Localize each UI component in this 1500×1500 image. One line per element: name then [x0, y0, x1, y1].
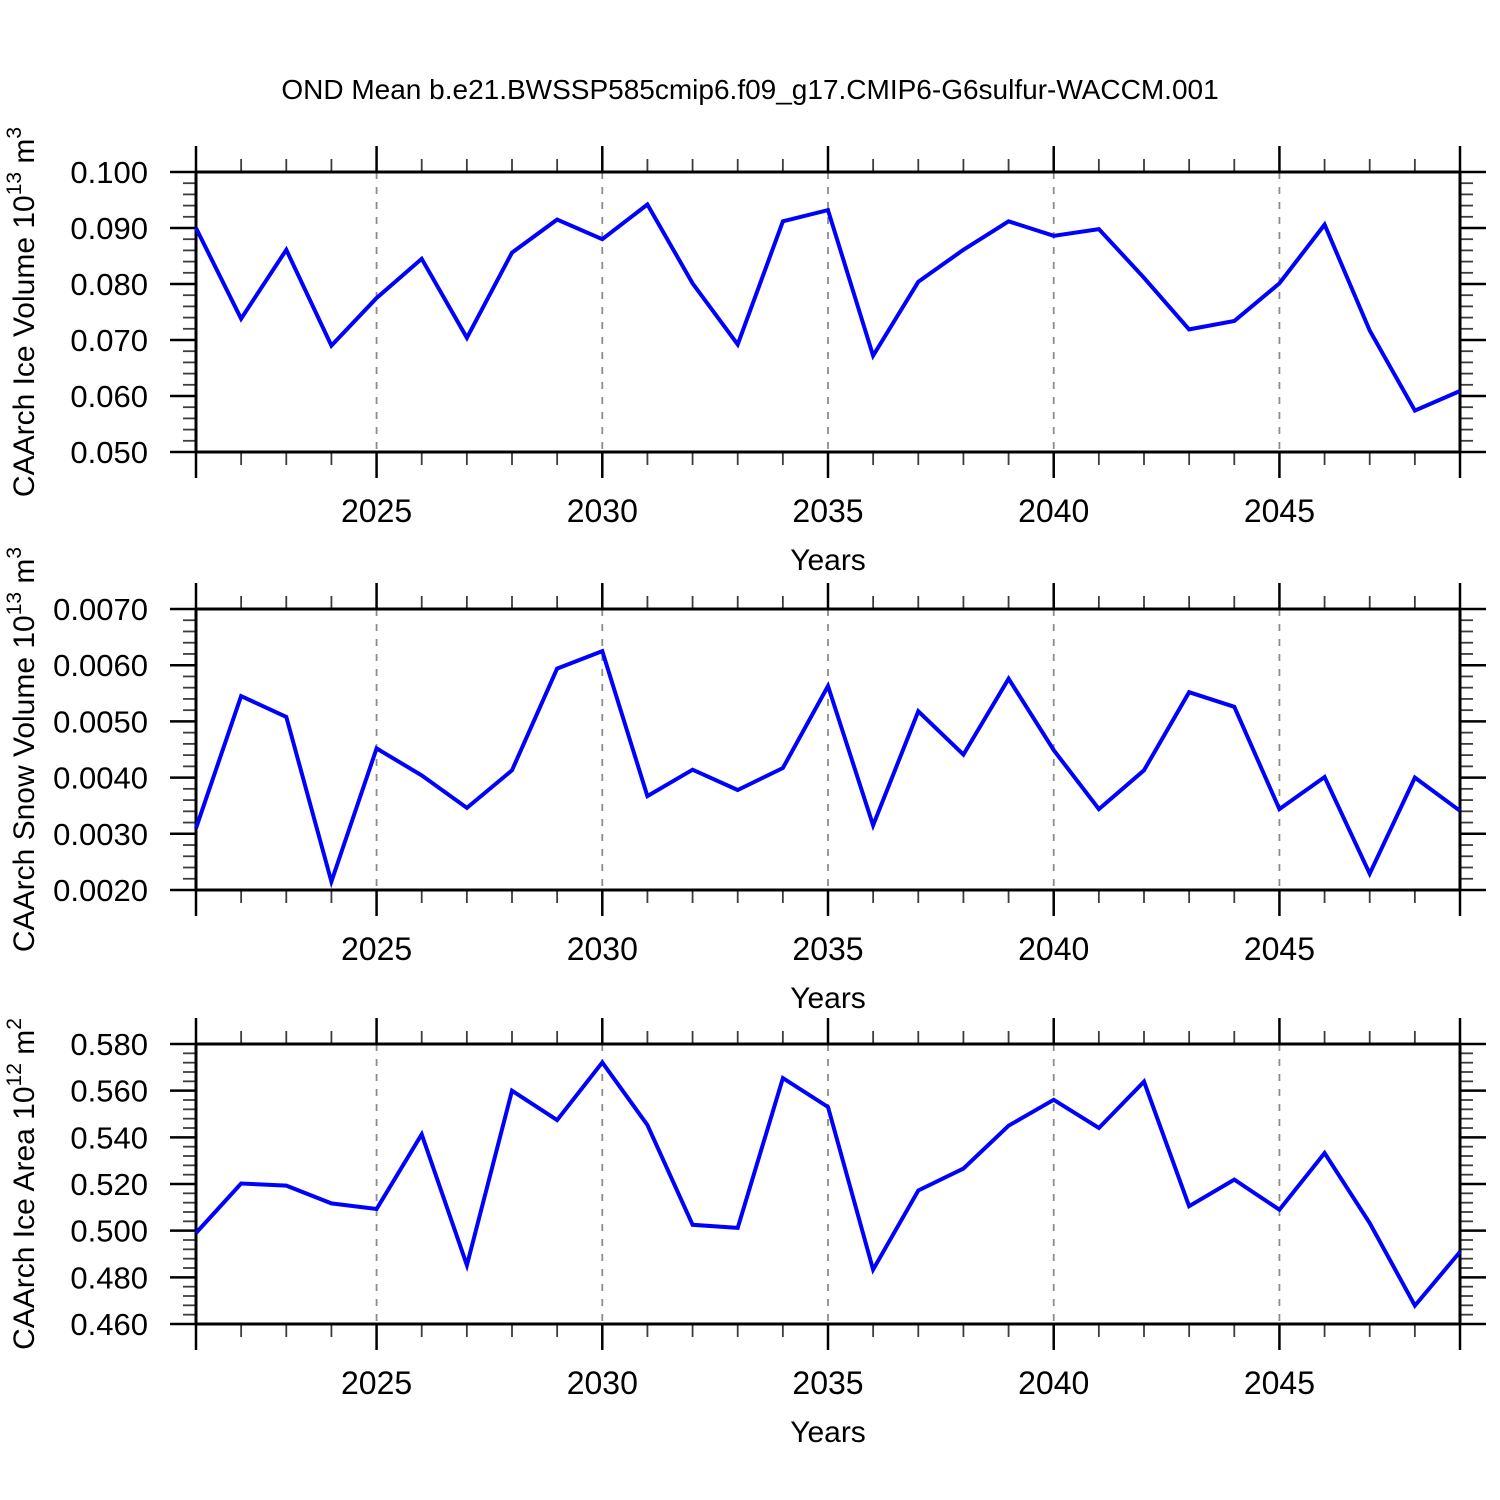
x-tick-label: 2035 — [792, 931, 863, 967]
x-tick-label: 2025 — [341, 931, 412, 967]
x-tick-label: 2040 — [1018, 493, 1089, 529]
snow-volume-x-axis-title: Years — [790, 982, 866, 1015]
snow-volume-y-axis-title: CAArch Snow Volume 1013 m3 — [3, 547, 41, 952]
y-tick-label: 0.580 — [70, 1027, 148, 1062]
ice-area-y-tick-labels: 0.460 0.480 0.500 0.520 0.540 0.560 0.580 — [70, 1027, 148, 1342]
y-tick-label: 0.520 — [70, 1167, 148, 1202]
snow-volume-x-tick-labels: 2025 2030 2035 2040 2045 — [341, 931, 1315, 967]
ice-volume-x-gridlines — [375, 172, 1281, 452]
y-tick-label: 0.540 — [70, 1120, 148, 1155]
ice-area-x-tick-labels: 2025 2030 2035 2040 2045 — [341, 1365, 1315, 1401]
snow-volume-frame — [194, 607, 1462, 892]
x-tick-label: 2040 — [1018, 1365, 1089, 1401]
x-tick-label: 2030 — [567, 931, 638, 967]
ice-area-x-gridlines — [375, 1044, 1281, 1324]
ice-volume-frame — [194, 170, 1462, 454]
y-tick-label: 0.0060 — [53, 648, 148, 683]
y-tick-label: 0.0070 — [53, 592, 148, 627]
x-tick-label: 2045 — [1244, 1365, 1315, 1401]
ice-volume-y-tick-labels: 0.050 0.060 0.070 0.080 0.090 0.100 — [70, 155, 148, 470]
x-tick-label: 2025 — [341, 493, 412, 529]
y-tick-label: 0.080 — [70, 267, 148, 302]
x-tick-label: 2045 — [1244, 931, 1315, 967]
y-tick-label: 0.0030 — [53, 817, 148, 852]
y-tick-label: 0.500 — [70, 1214, 148, 1249]
snow-volume-y-tick-labels: 0.0020 0.0030 0.0040 0.0050 0.0060 0.0070 — [53, 592, 148, 908]
y-tick-label: 0.060 — [70, 379, 148, 414]
y-tick-label: 0.070 — [70, 323, 148, 358]
chart-title: OND Mean b.e21.BWSSP585cmip6.f09_g17.CMI… — [281, 74, 1219, 105]
ice-volume-x-axis-title: Years — [790, 544, 866, 577]
ice-area-ticks — [170, 1018, 1486, 1350]
y-tick-label: 0.0050 — [53, 704, 148, 739]
ice-volume-x-tick-labels: 2025 2030 2035 2040 2045 — [341, 493, 1315, 529]
y-tick-label: 0.0020 — [53, 873, 148, 908]
ice-area-y-axis-title: CAArch Ice Area 1012 m2 — [3, 1018, 41, 1350]
ice-area-x-axis-title: Years — [790, 1416, 866, 1449]
y-tick-label: 0.460 — [70, 1307, 148, 1342]
x-tick-label: 2025 — [341, 1365, 412, 1401]
x-tick-label: 2030 — [567, 493, 638, 529]
x-tick-label: 2030 — [567, 1365, 638, 1401]
y-tick-label: 0.090 — [70, 211, 148, 246]
y-tick-label: 0.480 — [70, 1260, 148, 1295]
ice-area-frame — [194, 1042, 1462, 1326]
snow-volume-x-gridlines — [375, 609, 1281, 890]
ice-volume-y-axis-title: CAArch Ice Volume 1013 m3 — [3, 127, 41, 497]
x-tick-label: 2035 — [792, 493, 863, 529]
snow-volume-series-line — [194, 648, 1462, 889]
x-tick-label: 2035 — [792, 1365, 863, 1401]
y-tick-label: 0.560 — [70, 1074, 148, 1109]
x-tick-label: 2045 — [1244, 493, 1315, 529]
snow-volume-ticks — [170, 583, 1486, 916]
y-tick-label: 0.100 — [70, 155, 148, 190]
x-tick-label: 2040 — [1018, 931, 1089, 967]
y-tick-label: 0.0040 — [53, 761, 148, 796]
ice-volume-series-line — [194, 201, 1461, 414]
snow-volume-plot: 0.0020 0.0030 0.0040 0.0050 0.0060 0.0070 2025… — [3, 547, 1486, 1015]
ice-area-series-line — [194, 1059, 1462, 1310]
y-tick-label: 0.050 — [70, 435, 148, 470]
ice-volume-ticks — [170, 146, 1486, 478]
